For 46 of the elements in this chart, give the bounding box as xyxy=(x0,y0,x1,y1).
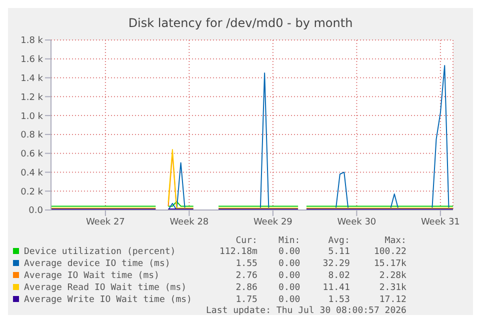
text: 2.28k xyxy=(378,270,408,282)
y-tick-label: 1.6 k xyxy=(20,55,44,66)
y-tick-label: 1.8 k xyxy=(20,36,44,46)
legend-label: Average Write IO Wait time (ms) xyxy=(23,294,193,306)
text: 5.11 xyxy=(327,246,351,258)
y-tick-label: 1.4 k xyxy=(20,74,44,84)
y-tick-label: 0.6 k xyxy=(20,150,44,160)
text: 0.00 xyxy=(278,282,302,294)
legend-label: Average Read IO Wait time (ms) xyxy=(23,282,188,294)
y-tick-label: 0.4 k xyxy=(20,168,44,178)
x-tick-label: Week 27 xyxy=(86,217,125,228)
legend-label: Device utilization (percent) xyxy=(23,246,177,258)
x-tick-label: Week 30 xyxy=(337,217,376,228)
text: Avg: xyxy=(327,236,351,246)
text: 0.00 xyxy=(278,270,302,282)
text: 2.31k xyxy=(378,282,408,294)
y-tick-label: 0.8 k xyxy=(20,130,44,141)
text: 15.17k xyxy=(372,258,408,270)
text: 0.00 xyxy=(278,246,302,258)
text: 1.53 xyxy=(327,294,351,306)
text: 8.02 xyxy=(327,270,351,282)
text: Min: xyxy=(278,236,302,246)
y-tick-label: 0.0 xyxy=(28,206,44,216)
x-tick-label: Week 31 xyxy=(420,217,460,228)
text: 11.41 xyxy=(322,282,351,294)
text: 1.55 xyxy=(234,258,258,270)
y-tick-label: 0.2 k xyxy=(20,187,44,198)
text: 0.00 xyxy=(278,294,302,306)
y-tick-label: 1.0 k xyxy=(20,112,44,122)
text: 17.12 xyxy=(378,294,408,306)
y-tick-label: 1.2 k xyxy=(20,92,44,103)
text: Cur: xyxy=(234,236,258,246)
legend-label: Average IO Wait time (ms) xyxy=(23,270,160,282)
x-tick-label: Week 28 xyxy=(170,217,209,228)
text: 2.86 xyxy=(234,282,258,294)
text: 2.76 xyxy=(234,270,258,282)
text: 112.18m xyxy=(218,246,258,258)
text: Last update: Thu Jul 30 08:00:57 2026 xyxy=(204,306,408,316)
text: 32.29 xyxy=(322,258,351,270)
legend-label: Average device IO time (ms) xyxy=(23,258,172,270)
text: 0.00 xyxy=(278,258,302,270)
chart-title: Disk latency for /dev/md0 - by month xyxy=(127,16,354,30)
text: Max: xyxy=(384,236,408,246)
text: 100.22 xyxy=(372,246,408,258)
x-tick-label: Week 29 xyxy=(253,217,293,228)
text: 1.75 xyxy=(234,294,258,306)
